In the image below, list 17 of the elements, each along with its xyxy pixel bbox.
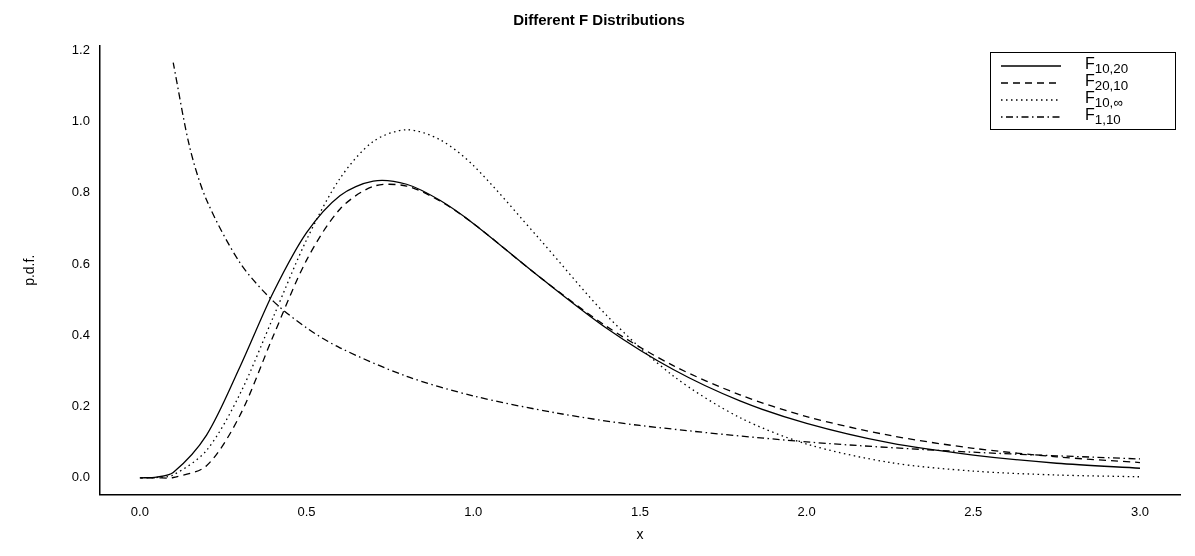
x-tick-label: 0.5 — [297, 503, 316, 519]
y-tick-label: 0.6 — [71, 255, 90, 271]
y-tick-label: 0.0 — [71, 469, 90, 485]
y-tick-label: 0.8 — [71, 184, 90, 200]
y-tick-label: 0.4 — [71, 326, 90, 342]
y-tick-label: 1.0 — [71, 113, 90, 129]
x-tick-label: 2.5 — [964, 503, 983, 519]
y-tick-label: 0.2 — [71, 398, 90, 414]
y-tick-label: 1.2 — [71, 41, 90, 57]
y-axis-title: p.d.f. — [21, 254, 38, 286]
x-tick-label: 1.0 — [464, 503, 483, 519]
x-axis-title: x — [636, 526, 644, 543]
x-tick-label: 3.0 — [1130, 503, 1150, 519]
x-tick-label: 2.0 — [797, 503, 816, 519]
x-tick-label: 1.5 — [630, 503, 649, 519]
x-tick-label: 0.0 — [130, 503, 149, 519]
chart-title: Different F Distributions — [513, 11, 685, 29]
